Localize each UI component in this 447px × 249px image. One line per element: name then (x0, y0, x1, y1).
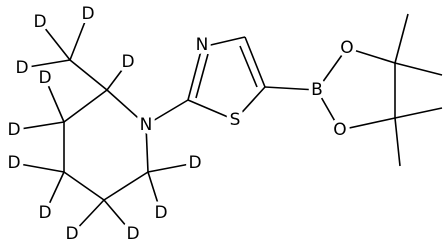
bond (106, 89, 147, 126)
bond (394, 117, 401, 167)
atom-label: N (140, 115, 153, 135)
bond (187, 99, 236, 121)
bond (316, 47, 348, 91)
atom-label: D (121, 52, 134, 72)
atom-label: B (311, 80, 323, 100)
atom-label: D (38, 68, 51, 88)
bond (13, 121, 65, 131)
bond (346, 47, 396, 64)
bond (394, 13, 409, 64)
bond (103, 199, 134, 235)
bonds (13, 13, 443, 235)
bond (39, 21, 71, 61)
bond (63, 89, 108, 123)
atom-label: D (188, 153, 201, 173)
bond (264, 86, 318, 91)
bond (21, 59, 71, 69)
bond (106, 61, 129, 91)
bond (71, 199, 105, 235)
bond (145, 99, 189, 126)
bond (239, 45, 258, 88)
bond (69, 13, 89, 61)
bond (103, 171, 149, 201)
bond (394, 62, 443, 76)
bond (394, 107, 443, 119)
bond (147, 171, 162, 214)
bond (147, 162, 196, 173)
atom-label: O (333, 120, 346, 140)
bond (44, 171, 65, 214)
bond (195, 53, 209, 99)
atom-label: N (196, 35, 209, 55)
atom-label: D (38, 203, 51, 223)
atom-label: D (81, 4, 94, 24)
bond (339, 117, 396, 131)
bond (187, 46, 203, 101)
atom-labels: D D D D D D D D D D D D N N S B O O (3, 0, 357, 248)
bond (234, 86, 266, 121)
bond (13, 162, 65, 173)
atom-label: D (7, 120, 20, 140)
bond (244, 36, 266, 88)
atom-label: D (65, 224, 78, 244)
atom-label: D (126, 224, 139, 244)
atom-label: D (33, 12, 46, 32)
atom-label: D (15, 58, 28, 78)
bond (316, 89, 341, 131)
atom-label: D (7, 153, 20, 173)
bond (63, 171, 105, 201)
atom-label: D (154, 203, 167, 223)
bond (69, 59, 108, 91)
atom-label: S (230, 110, 241, 130)
bond (201, 36, 246, 48)
bond (44, 77, 65, 123)
atom-label: O (340, 38, 353, 58)
bond (145, 124, 149, 173)
